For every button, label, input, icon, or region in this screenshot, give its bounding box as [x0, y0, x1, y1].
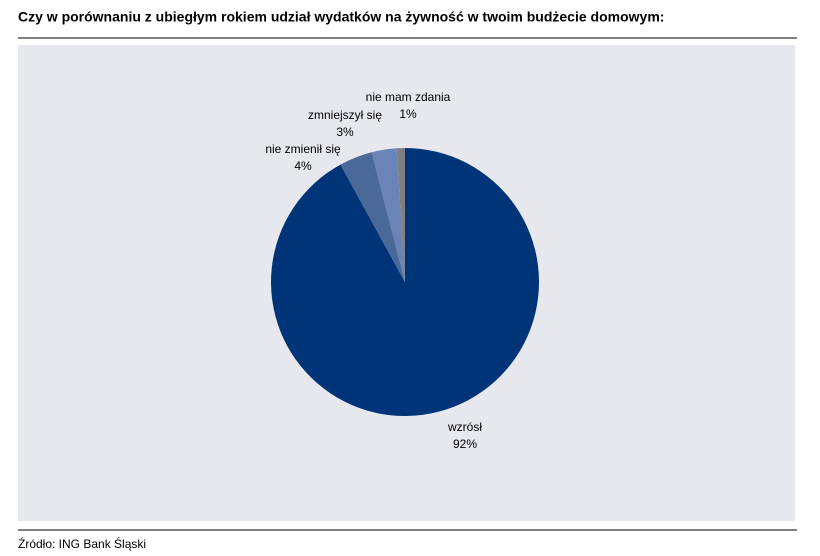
slice-value-label: 92%: [453, 437, 477, 451]
pie-slice: [371, 148, 405, 282]
slice-label: wzrósł: [447, 420, 482, 434]
slice-value-label: 3%: [336, 125, 354, 139]
slice-label: nie mam zdania: [366, 90, 451, 104]
pie-slice: [396, 148, 405, 282]
slice-value-label: 1%: [399, 107, 417, 121]
chart-title: Czy w porównaniu z ubiegłym rokiem udzia…: [18, 9, 664, 25]
source: Źródło: ING Bank Śląski: [18, 536, 146, 551]
slice-value-label: 4%: [294, 159, 312, 173]
slice-label: zmniejszył się: [308, 108, 382, 122]
pie-slice: [340, 152, 405, 282]
slice-label: nie zmienił się: [265, 142, 341, 156]
